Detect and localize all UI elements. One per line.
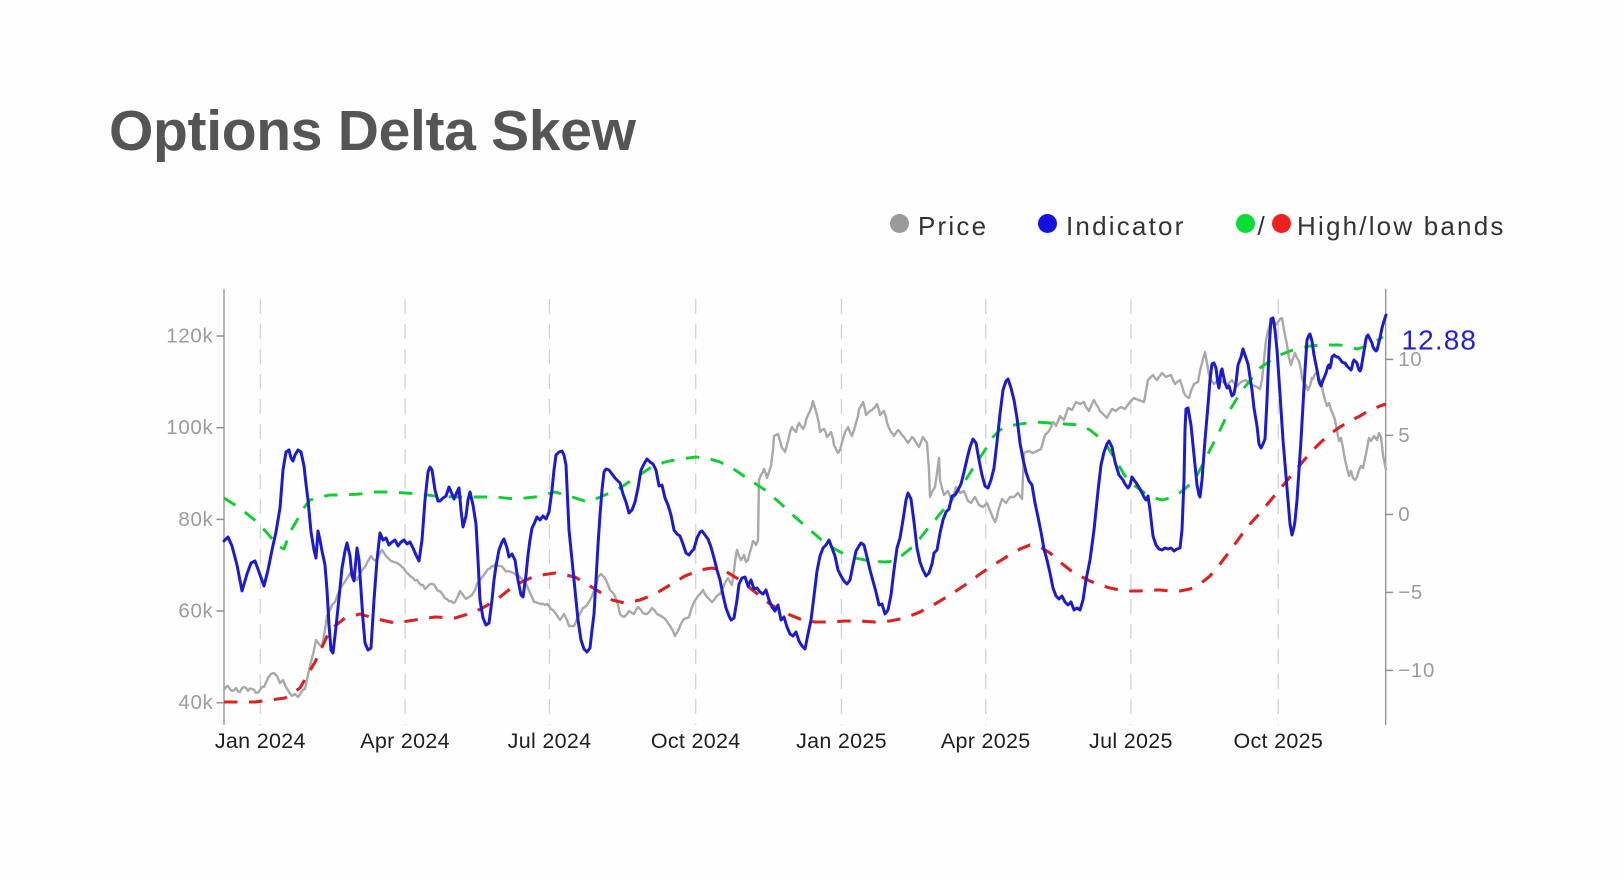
svg-text:Oct 2024: Oct 2024 (651, 729, 741, 753)
svg-text:Apr 2025: Apr 2025 (941, 729, 1031, 753)
svg-text:80k: 80k (178, 508, 213, 531)
svg-text:Oct 2025: Oct 2025 (1233, 729, 1323, 753)
svg-text:120k: 120k (166, 325, 213, 348)
svg-text:Jan 2024: Jan 2024 (215, 729, 306, 753)
svg-text:Jul 2024: Jul 2024 (508, 729, 592, 753)
svg-text:−5: −5 (1398, 581, 1423, 604)
svg-text:12.88: 12.88 (1402, 325, 1478, 356)
svg-text:10: 10 (1398, 348, 1422, 371)
svg-text:60k: 60k (178, 600, 213, 623)
svg-text:Jul 2025: Jul 2025 (1089, 729, 1173, 753)
svg-text:100k: 100k (166, 416, 213, 439)
svg-text:40k: 40k (178, 691, 213, 714)
svg-text:−10: −10 (1398, 659, 1435, 682)
svg-text:5: 5 (1398, 424, 1410, 447)
svg-text:Jan 2025: Jan 2025 (796, 729, 887, 753)
svg-text:Apr 2024: Apr 2024 (360, 729, 450, 753)
svg-text:0: 0 (1398, 503, 1410, 526)
